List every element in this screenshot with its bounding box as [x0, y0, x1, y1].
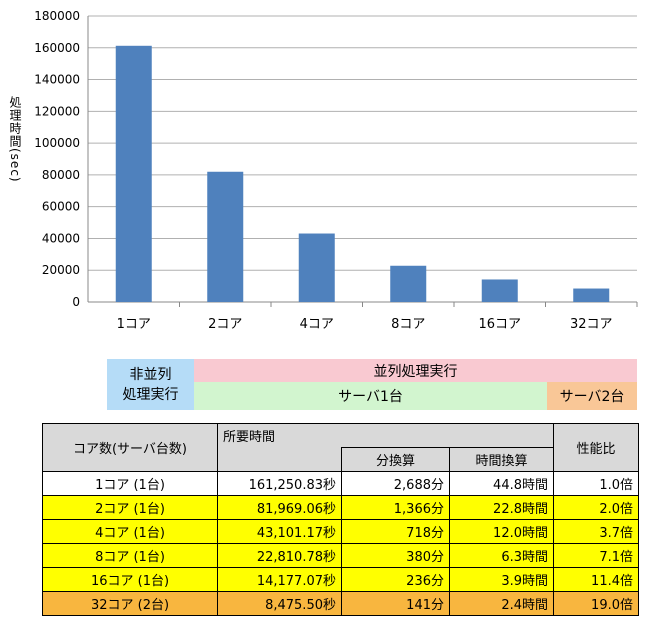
cell-sec: 161,250.83秒 [217, 471, 342, 496]
cell-sec: 22,810.78秒 [217, 543, 342, 568]
header-minutes: 分換算 [341, 447, 450, 472]
cell-min: 718分 [341, 519, 450, 544]
bar-2 [207, 171, 244, 302]
cell-sec: 43,101.17秒 [217, 519, 342, 544]
bar-chart: 0 20000 40000 60000 80000 100000 120000 140000 1… [34, 9, 638, 332]
cell-cores: 16コア (1台) [42, 567, 218, 592]
cell-min: 236分 [341, 567, 450, 592]
table-body: 1コア (1台) 161,250.83秒 2,688分 44.8時間 1.0倍 2コア (… [42, 471, 639, 616]
cell-hour: 3.9時間 [449, 567, 554, 592]
cell-sec: 8,475.50秒 [217, 591, 342, 616]
bar-5 [481, 279, 518, 302]
cell-hour: 12.0時間 [449, 519, 554, 544]
bar-6 [573, 288, 610, 302]
band-sequential: 非並列 処理実行 [107, 359, 194, 410]
table-row: 2コア (1台) 81,969.06秒 1,366分 22.8時間 2.0倍 [42, 495, 639, 520]
table-row: 16コア (1台) 14,177.07秒 236分 3.9時間 11.4倍 [42, 567, 639, 592]
cell-cores: 1コア (1台) [42, 471, 218, 496]
cell-cores: 4コア (1台) [42, 519, 218, 544]
header-cores: コア数(サーバ台数) [42, 423, 218, 472]
x-tick-label: 1コア [117, 317, 151, 332]
cell-hour: 22.8時間 [449, 495, 554, 520]
y-tick-label: 100000 [34, 136, 80, 150]
cell-hour: 6.3時間 [449, 543, 554, 568]
y-tick-label: 0 [72, 295, 80, 309]
x-tick-label: 32コア [570, 317, 613, 332]
y-tick-label: 120000 [34, 104, 80, 118]
cell-ratio: 19.0倍 [553, 591, 639, 616]
cell-hour: 44.8時間 [449, 471, 554, 496]
header-time-spacer [217, 447, 342, 472]
y-tick-label: 20000 [42, 263, 80, 277]
table-row: 8コア (1台) 22,810.78秒 380分 6.3時間 7.1倍 [42, 543, 639, 568]
cell-cores: 32コア (2台) [42, 591, 218, 616]
cell-cores: 8コア (1台) [42, 543, 218, 568]
band-sequential-line1: 非並列 [129, 366, 172, 383]
y-tick-label: 40000 [42, 231, 80, 245]
header-hours: 時間換算 [449, 447, 554, 472]
x-tick-label: 8コア [391, 317, 425, 332]
x-tick-label: 16コア [478, 317, 521, 332]
cell-cores: 2コア (1台) [42, 495, 218, 520]
cell-min: 2,688分 [341, 471, 450, 496]
band-parallel: 並列処理実行 [194, 359, 637, 382]
cell-ratio: 1.0倍 [553, 471, 639, 496]
y-tick-label: 60000 [42, 200, 80, 214]
cell-ratio: 2.0倍 [553, 495, 639, 520]
bar-3 [298, 233, 335, 302]
y-axis-label: 処理時間(sec) [8, 96, 22, 183]
cell-ratio: 3.7倍 [553, 519, 639, 544]
cell-min: 1,366分 [341, 495, 450, 520]
band-server2: サーバ2台 [547, 382, 637, 410]
cell-sec: 81,969.06秒 [217, 495, 342, 520]
cell-min: 141分 [341, 591, 450, 616]
cell-hour: 2.4時間 [449, 591, 554, 616]
bar-4 [390, 265, 427, 302]
bar-1 [115, 45, 152, 303]
y-tick-label: 160000 [34, 41, 80, 55]
table-row: 4コア (1台) 43,101.17秒 718分 12.0時間 3.7倍 [42, 519, 639, 544]
table-row: 1コア (1台) 161,250.83秒 2,688分 44.8時間 1.0倍 [42, 471, 639, 496]
x-tick-label: 2コア [208, 317, 242, 332]
band-server1: サーバ1台 [194, 382, 547, 410]
x-tick-label: 4コア [300, 317, 334, 332]
table-row: 32コア (2台) 8,475.50秒 141分 2.4時間 19.0倍 [42, 591, 639, 616]
header-time: 所要時間 [217, 423, 554, 448]
header-perf: 性能比 [553, 423, 639, 472]
y-tick-label: 140000 [34, 73, 80, 87]
cell-ratio: 11.4倍 [553, 567, 639, 592]
band-sequential-line2: 処理実行 [122, 386, 179, 403]
cell-ratio: 7.1倍 [553, 543, 639, 568]
results-table: コア数(サーバ台数) 所要時間 性能比 分換算 時間換算 1コア (1台) 161… [42, 423, 639, 616]
y-tick-label: 180000 [34, 9, 80, 23]
cell-sec: 14,177.07秒 [217, 567, 342, 592]
y-tick-label: 80000 [42, 168, 80, 182]
cell-min: 380分 [341, 543, 450, 568]
